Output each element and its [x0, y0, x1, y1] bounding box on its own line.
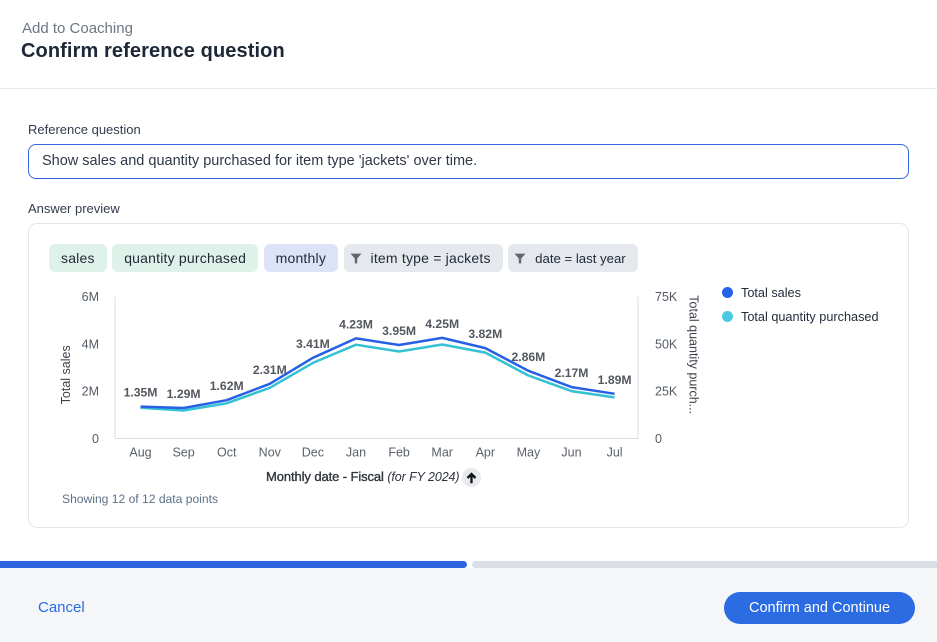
svg-text:Total quantity purch...: Total quantity purch...	[686, 295, 700, 414]
svg-text:1.35M: 1.35M	[124, 386, 158, 400]
svg-text:1.29M: 1.29M	[167, 387, 201, 401]
svg-text:1.62M: 1.62M	[210, 379, 244, 393]
svg-text:Sep: Sep	[172, 446, 194, 460]
svg-text:Nov: Nov	[259, 446, 282, 460]
svg-text:4M: 4M	[82, 337, 99, 351]
svg-text:Jun: Jun	[561, 446, 581, 460]
svg-text:2.86M: 2.86M	[511, 350, 545, 364]
svg-text:3.41M: 3.41M	[296, 337, 330, 351]
svg-text:Oct: Oct	[217, 446, 237, 460]
svg-text:Jul: Jul	[607, 446, 623, 460]
svg-text:0: 0	[655, 432, 662, 446]
svg-text:2M: 2M	[82, 385, 99, 399]
svg-text:May: May	[517, 446, 541, 460]
svg-text:Aug: Aug	[129, 446, 151, 460]
svg-text:2.17M: 2.17M	[555, 366, 589, 380]
svg-text:Mar: Mar	[431, 446, 453, 460]
svg-text:3.95M: 3.95M	[382, 324, 416, 338]
svg-text:Jan: Jan	[346, 446, 366, 460]
svg-text:Dec: Dec	[302, 446, 324, 460]
svg-text:Total sales: Total sales	[59, 345, 73, 404]
svg-text:4.23M: 4.23M	[339, 317, 373, 331]
svg-text:1.89M: 1.89M	[598, 373, 632, 387]
svg-text:50K: 50K	[655, 337, 678, 351]
svg-text:Apr: Apr	[476, 446, 495, 460]
svg-text:75K: 75K	[655, 290, 678, 304]
svg-text:25K: 25K	[655, 385, 678, 399]
svg-text:Feb: Feb	[388, 446, 410, 460]
svg-text:6M: 6M	[82, 290, 99, 304]
svg-text:4.25M: 4.25M	[425, 317, 459, 331]
svg-text:2.31M: 2.31M	[253, 363, 287, 377]
svg-text:3.82M: 3.82M	[468, 327, 502, 341]
svg-text:0: 0	[92, 432, 99, 446]
